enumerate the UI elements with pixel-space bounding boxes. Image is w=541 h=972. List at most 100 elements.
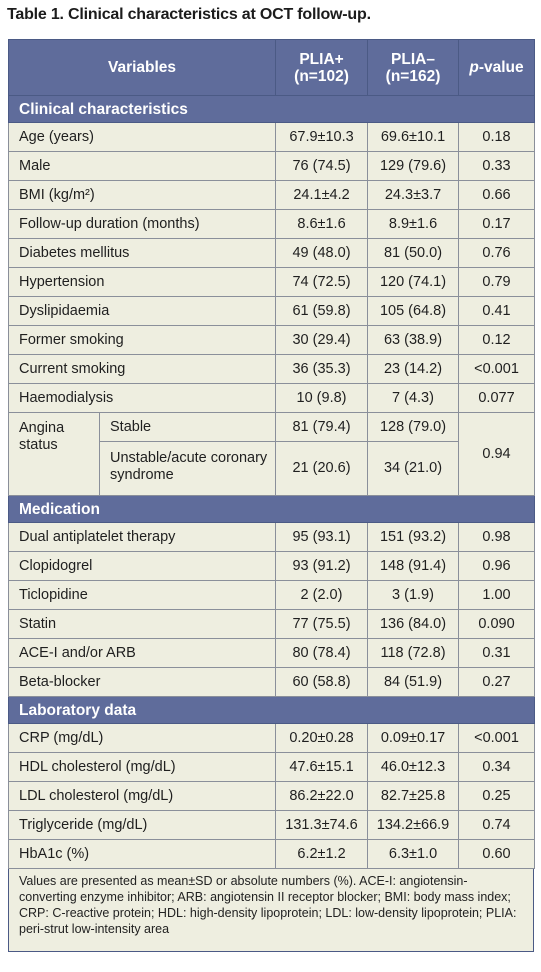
row-variable: CRP (mg/dL) <box>7 723 277 753</box>
row-p-value: 0.74 <box>458 810 536 840</box>
row-plia-positive: 67.9±10.3 <box>275 122 369 152</box>
row-variable: Age (years) <box>7 122 277 152</box>
row-plia-negative: 23 (14.2) <box>367 354 460 384</box>
row-p-value: 0.76 <box>458 238 536 268</box>
angina-status-label: Angina status <box>8 412 100 496</box>
angina-stable-plia-positive: 81 (79.4) <box>275 412 369 442</box>
row-variable: Haemodialysis <box>7 383 277 413</box>
row-variable: Clopidogrel <box>7 551 277 581</box>
angina-p-value: 0.94 <box>458 412 536 496</box>
table-footnote: Values are presented as mean±SD or absol… <box>8 869 534 952</box>
row-plia-positive: 93 (91.2) <box>275 551 369 581</box>
row-variable: LDL cholesterol (mg/dL) <box>7 781 277 811</box>
row-variable: Dyslipidaemia <box>7 296 277 326</box>
row-p-value: 0.18 <box>458 122 536 152</box>
row-plia-positive: 49 (48.0) <box>275 238 369 268</box>
row-variable: BMI (kg/m²) <box>7 180 277 210</box>
row-p-value: 0.79 <box>458 267 536 297</box>
table-row: Follow-up duration (months) 8.6±1.6 8.9±1.… <box>7 209 536 239</box>
row-plia-negative: 0.09±0.17 <box>367 723 460 753</box>
row-p-value: 0.27 <box>458 667 536 697</box>
table-row: Current smoking 36 (35.3) 23 (14.2) <0.001 <box>7 354 536 384</box>
row-variable: Current smoking <box>7 354 277 384</box>
row-p-value: 0.96 <box>458 551 536 581</box>
angina-unstable-plia-positive: 21 (20.6) <box>275 441 369 496</box>
table-row-angina-stable: Angina status Stable 81 (79.4) 128 (79.0) 0.… <box>8 412 536 496</box>
section-medication: Medication <box>7 495 536 523</box>
header-p-italic: p <box>469 59 479 76</box>
table-row: BMI (kg/m²) 24.1±4.2 24.3±3.7 0.66 <box>7 180 536 210</box>
header-p-value: p-value <box>458 39 536 96</box>
row-p-value: 0.090 <box>458 609 536 639</box>
header-variables: Variables <box>7 39 277 96</box>
row-p-value: 0.41 <box>458 296 536 326</box>
row-plia-positive: 86.2±22.0 <box>275 781 369 811</box>
table-row: Age (years) 67.9±10.3 69.6±10.1 0.18 <box>7 122 536 152</box>
row-p-value: 1.00 <box>458 580 536 610</box>
header-p-rest: -value <box>478 59 524 76</box>
row-plia-positive: 60 (58.8) <box>275 667 369 697</box>
row-variable: Diabetes mellitus <box>7 238 277 268</box>
row-variable: HDL cholesterol (mg/dL) <box>7 752 277 782</box>
table-row: Beta-blocker 60 (58.8) 84 (51.9) 0.27 <box>7 667 536 697</box>
row-variable: Beta-blocker <box>7 667 277 697</box>
angina-stable-plia-negative: 128 (79.0) <box>367 412 460 442</box>
row-plia-negative: 151 (93.2) <box>367 522 460 552</box>
header-plia-positive: PLIA+ (n=102) <box>275 39 369 96</box>
row-plia-positive: 0.20±0.28 <box>275 723 369 753</box>
row-variable: Statin <box>7 609 277 639</box>
row-plia-negative: 8.9±1.6 <box>367 209 460 239</box>
row-plia-negative: 82.7±25.8 <box>367 781 460 811</box>
header-plia-positive-label: PLIA+ <box>299 50 344 68</box>
table-row: Statin 77 (75.5) 136 (84.0) 0.090 <box>7 609 536 639</box>
section-laboratory: Laboratory data <box>7 696 536 724</box>
row-plia-negative: 118 (72.8) <box>367 638 460 668</box>
section-clinical: Clinical characteristics <box>7 95 536 123</box>
section-title: Laboratory data <box>7 696 536 724</box>
row-variable: Follow-up duration (months) <box>7 209 277 239</box>
clinical-characteristics-table: Variables PLIA+ (n=102) PLIA– (n=162) p-… <box>7 39 536 869</box>
table-row: Haemodialysis 10 (9.8) 7 (4.3) 0.077 <box>7 383 536 413</box>
table-row: Diabetes mellitus 49 (48.0) 81 (50.0) 0.76 <box>7 238 536 268</box>
row-variable: Triglyceride (mg/dL) <box>7 810 277 840</box>
table-container: Variables PLIA+ (n=102) PLIA– (n=162) p-… <box>7 39 536 952</box>
row-plia-negative: 7 (4.3) <box>367 383 460 413</box>
row-variable: Hypertension <box>7 267 277 297</box>
row-p-value: 0.17 <box>458 209 536 239</box>
table-row: Dual antiplatelet therapy 95 (93.1) 151 (9… <box>7 522 536 552</box>
row-plia-negative: 63 (38.9) <box>367 325 460 355</box>
table-title: Table 1. Clinical characteristics at OCT… <box>7 6 371 23</box>
section-title: Medication <box>7 495 536 523</box>
table-row: Triglyceride (mg/dL) 131.3±74.6 134.2±66.9… <box>7 810 536 840</box>
row-variable: HbA1c (%) <box>7 839 277 869</box>
table-row: Ticlopidine 2 (2.0) 3 (1.9) 1.00 <box>7 580 536 610</box>
row-plia-positive: 76 (74.5) <box>275 151 369 181</box>
row-p-value: 0.98 <box>458 522 536 552</box>
row-plia-negative: 6.3±1.0 <box>367 839 460 869</box>
row-plia-positive: 30 (29.4) <box>275 325 369 355</box>
row-plia-positive: 131.3±74.6 <box>275 810 369 840</box>
row-p-value: 0.66 <box>458 180 536 210</box>
row-plia-positive: 10 (9.8) <box>275 383 369 413</box>
row-variable: Male <box>7 151 277 181</box>
row-plia-negative: 84 (51.9) <box>367 667 460 697</box>
row-plia-negative: 105 (64.8) <box>367 296 460 326</box>
row-plia-negative: 129 (79.6) <box>367 151 460 181</box>
table-row: Dyslipidaemia 61 (59.8) 105 (64.8) 0.41 <box>7 296 536 326</box>
table-row: LDL cholesterol (mg/dL) 86.2±22.0 82.7±25.… <box>7 781 536 811</box>
row-plia-negative: 148 (91.4) <box>367 551 460 581</box>
row-p-value: 0.12 <box>458 325 536 355</box>
angina-unstable-label: Unstable/acute coronary syndrome <box>98 441 277 496</box>
table-row: CRP (mg/dL) 0.20±0.28 0.09±0.17 <0.001 <box>7 723 536 753</box>
table-row: Hypertension 74 (72.5) 120 (74.1) 0.79 <box>7 267 536 297</box>
row-variable: Ticlopidine <box>7 580 277 610</box>
row-plia-negative: 46.0±12.3 <box>367 752 460 782</box>
row-plia-negative: 136 (84.0) <box>367 609 460 639</box>
row-plia-positive: 47.6±15.1 <box>275 752 369 782</box>
row-p-value: 0.077 <box>458 383 536 413</box>
table-row: Clopidogrel 93 (91.2) 148 (91.4) 0.96 <box>7 551 536 581</box>
row-p-value: <0.001 <box>458 354 536 384</box>
table-row-angina-unstable: Unstable/acute coronary syndrome 21 (20.6… <box>9 441 535 496</box>
row-plia-negative: 24.3±3.7 <box>367 180 460 210</box>
row-plia-positive: 80 (78.4) <box>275 638 369 668</box>
